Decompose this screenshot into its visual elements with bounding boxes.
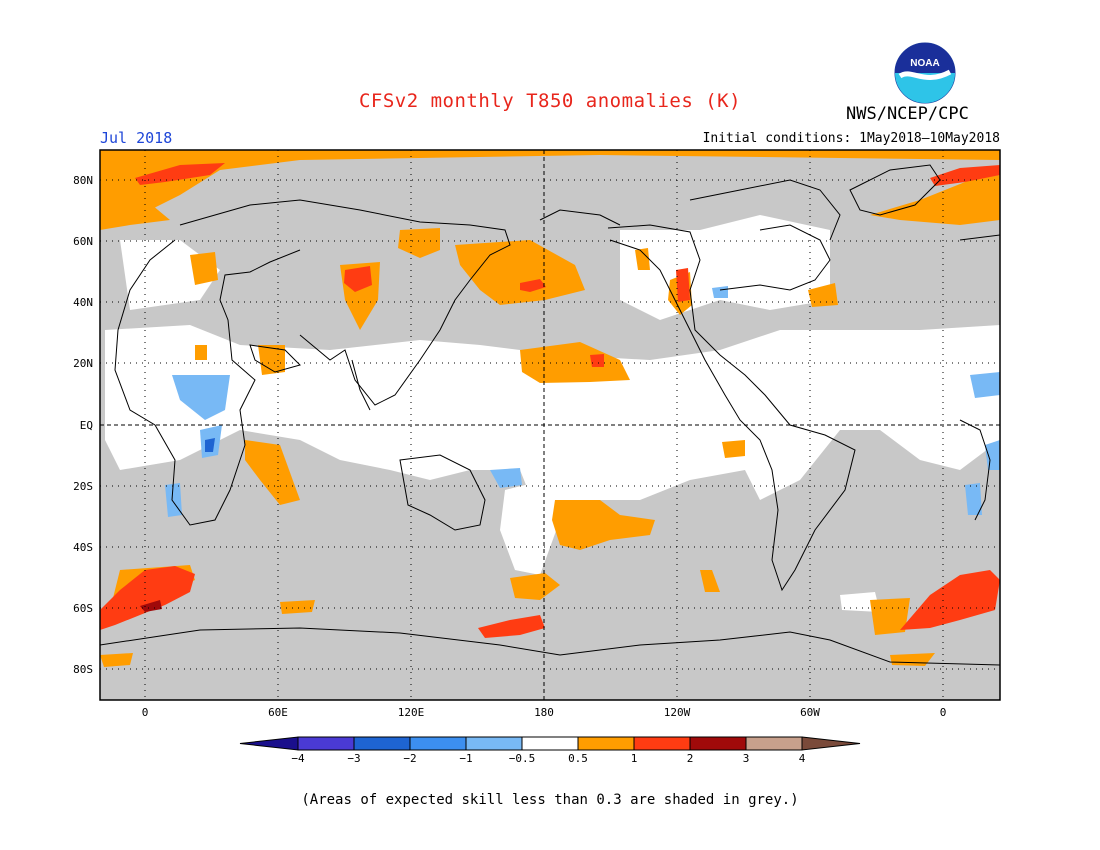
lat-label: 40N bbox=[73, 296, 93, 309]
colorbar bbox=[239, 736, 861, 751]
colorbar-segment bbox=[353, 736, 411, 751]
lat-label: 80S bbox=[73, 663, 93, 676]
colorbar-label: 2 bbox=[686, 752, 694, 765]
lon-label: 120E bbox=[398, 706, 425, 719]
colorbar-segment bbox=[689, 736, 747, 751]
lon-label: 60E bbox=[268, 706, 288, 719]
colorbar-segment bbox=[409, 736, 467, 751]
forecast-month: Jul 2018 bbox=[100, 129, 173, 147]
graticule bbox=[100, 150, 1000, 700]
lat-label: 20S bbox=[73, 480, 93, 493]
lon-label: 0 bbox=[940, 706, 947, 719]
lon-label: 60W bbox=[800, 706, 820, 719]
skill-caption: (Areas of expected skill less than 0.3 a… bbox=[301, 792, 799, 808]
colorbar-segment bbox=[297, 736, 355, 751]
colorbar-label: −0.5 bbox=[508, 752, 536, 765]
negative-anomaly-regions bbox=[165, 286, 1000, 517]
colorbar-label: 3 bbox=[742, 752, 750, 765]
neutral-anomaly-regions bbox=[105, 215, 1000, 612]
colorbar-label: −4 bbox=[291, 752, 305, 765]
lat-label: 20N bbox=[73, 357, 93, 370]
colorbar-label: −3 bbox=[347, 752, 361, 765]
lat-label: 40S bbox=[73, 541, 93, 554]
colorbar-segment bbox=[521, 736, 579, 751]
colorbar-segment bbox=[745, 736, 803, 751]
map-frame bbox=[99, 149, 1001, 701]
colorbar-segment bbox=[239, 736, 299, 751]
colorbar-segment bbox=[577, 736, 635, 751]
agency-label: NWS/NCEP/CPC bbox=[846, 104, 969, 124]
colorbar-label: 4 bbox=[798, 752, 806, 765]
colorbar-segment bbox=[633, 736, 691, 751]
lon-label: 180 bbox=[534, 706, 554, 719]
lon-label: 120W bbox=[664, 706, 691, 719]
lat-label: EQ bbox=[80, 419, 93, 432]
colorbar-label: 0.5 bbox=[568, 752, 588, 765]
lat-label: 60N bbox=[73, 235, 93, 248]
colorbar-segment bbox=[801, 736, 861, 751]
coastlines bbox=[100, 164, 1000, 666]
colorbar-label: −2 bbox=[403, 752, 417, 765]
logo-text: NOAA bbox=[910, 58, 939, 69]
initial-conditions: Initial conditions: 1May2018–10May2018 bbox=[702, 131, 1000, 146]
colorbar-segment bbox=[465, 736, 523, 751]
lon-label: 0 bbox=[142, 706, 149, 719]
colorbar-label: −1 bbox=[459, 752, 473, 765]
map-title: CFSv2 monthly T850 anomalies (K) bbox=[358, 90, 742, 112]
lat-label: 80N bbox=[73, 174, 93, 187]
lat-label: 60S bbox=[73, 602, 93, 615]
noaa-logo: NOAA bbox=[894, 42, 956, 104]
colorbar-label: 1 bbox=[630, 752, 638, 765]
